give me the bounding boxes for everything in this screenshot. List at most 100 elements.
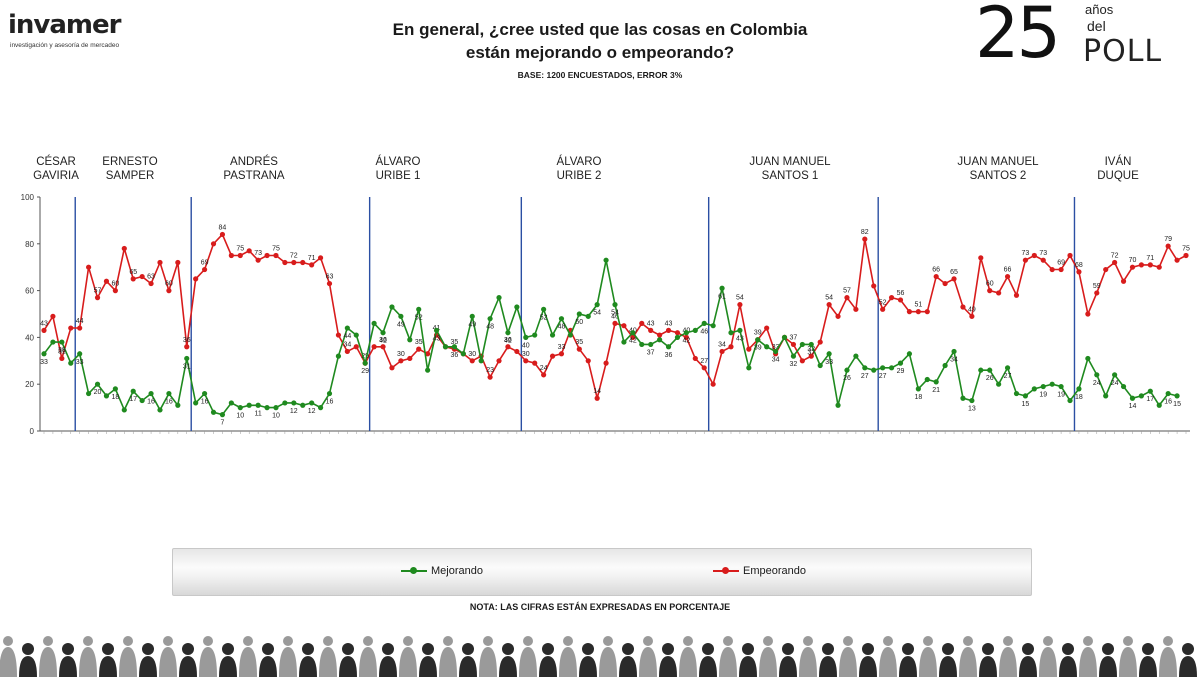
mejorando-data-label: 43	[433, 335, 441, 342]
empeorando-point	[59, 355, 65, 362]
empeorando-point	[148, 280, 154, 287]
empeorando-data-label: 79	[1164, 236, 1172, 243]
mejorando-point	[166, 390, 172, 397]
mejorando-point	[826, 351, 832, 357]
mejorando-data-label: 39	[754, 345, 762, 352]
mejorando-data-label: 16	[165, 399, 173, 406]
empeorando-point	[541, 372, 547, 378]
empeorando-data-label: 43	[665, 320, 673, 327]
mejorando-data-label: 21	[932, 387, 940, 394]
person-silhouette-icon	[519, 636, 537, 677]
empeorando-point	[888, 295, 895, 301]
person-silhouette-icon	[839, 636, 857, 677]
empeorando-point	[683, 334, 689, 340]
mejorando-data-label: 18	[111, 394, 119, 401]
empeorando-point	[300, 259, 306, 266]
legend-item-empeorando: Empeorando	[713, 565, 806, 577]
empeorando-data-label: 32	[807, 346, 815, 353]
mejorando-data-label: 49	[397, 321, 405, 328]
president-label: JUAN MANUEL SANTOS 1	[749, 156, 831, 182]
empeorando-point	[273, 252, 279, 259]
empeorando-point	[130, 276, 136, 282]
y-tick-label: 20	[25, 380, 34, 389]
empeorando-data-label: 39	[754, 330, 762, 337]
mejorando-point	[594, 302, 600, 308]
empeorando-point	[585, 358, 591, 364]
mejorando-point	[380, 330, 386, 336]
empeorando-data-label: 36	[183, 337, 191, 344]
empeorando-point	[1183, 252, 1189, 259]
mejorando-point	[86, 390, 92, 397]
empeorando-data-label: 72	[290, 253, 298, 260]
person-silhouette-icon	[859, 643, 877, 677]
empeorando-point	[416, 346, 422, 352]
empeorando-point	[193, 276, 199, 282]
empeorando-point	[41, 327, 47, 333]
empeorando-point	[612, 320, 618, 326]
mejorando-point	[1040, 383, 1046, 390]
mejorando-point	[148, 390, 154, 397]
empeorando-point	[978, 255, 984, 261]
empeorando-point	[389, 365, 395, 371]
empeorando-point	[951, 276, 957, 282]
empeorando-data-label: 66	[1004, 267, 1012, 274]
empeorando-point	[844, 295, 850, 301]
mejorando-data-label: 61	[718, 293, 726, 300]
mejorando-point	[255, 402, 261, 408]
mejorando-point	[1085, 355, 1091, 362]
empeorando-point	[880, 306, 886, 312]
empeorando-point	[1174, 257, 1180, 263]
mejorando-point	[781, 334, 788, 340]
empeorando-point	[853, 306, 859, 312]
mejorando-point	[639, 341, 645, 348]
person-silhouette-icon	[79, 636, 97, 677]
mejorando-point	[478, 358, 484, 364]
empeorando-point	[1004, 273, 1011, 280]
mejorando-point	[184, 355, 190, 362]
empeorando-point	[166, 288, 172, 294]
mejorando-point	[371, 320, 377, 326]
mejorando-point	[746, 365, 752, 371]
empeorando-point	[737, 302, 743, 308]
empeorando-data-label: 44	[76, 318, 84, 325]
mejorando-point	[549, 332, 556, 338]
empeorando-point	[897, 297, 904, 303]
person-silhouette-icon	[719, 636, 737, 677]
empeorando-point	[326, 280, 333, 287]
person-silhouette-icon	[119, 636, 137, 677]
president-label: ANDRÉS PASTRANA	[223, 156, 285, 182]
empeorando-point	[380, 344, 386, 350]
anniversary-poll: POLL	[1083, 34, 1163, 69]
person-silhouette-icon	[959, 636, 977, 677]
person-silhouette-icon	[179, 643, 197, 677]
empeorando-point	[1022, 257, 1029, 263]
person-silhouette-icon	[139, 643, 157, 677]
person-silhouette-icon	[579, 643, 597, 677]
empeorando-point	[1156, 264, 1162, 270]
mejorando-data-label: 52	[415, 314, 423, 321]
mejorando-point	[844, 367, 850, 373]
empeorando-point	[835, 313, 841, 319]
person-silhouette-icon	[199, 636, 217, 677]
empeorando-data-label: 75	[272, 246, 280, 253]
mejorando-point	[665, 344, 672, 350]
person-silhouette-icon	[1079, 636, 1097, 677]
mejorando-data-label: 42	[682, 338, 690, 345]
mejorando-point	[1156, 402, 1162, 408]
mejorando-point	[897, 360, 904, 366]
empeorando-point	[407, 355, 413, 362]
empeorando-data-label: 68	[1075, 262, 1083, 269]
empeorando-data-label: 71	[1146, 255, 1154, 262]
mejorando-point	[987, 367, 993, 373]
legend-marker-red	[713, 566, 739, 576]
mejorando-data-label: 48	[558, 324, 566, 331]
mejorando-point	[344, 325, 350, 331]
chart-title: En general, ¿cree usted que las cosas en…	[300, 18, 900, 64]
empeorando-point	[103, 278, 110, 284]
person-silhouette-icon	[799, 636, 817, 677]
empeorando-point	[558, 351, 565, 357]
empeorando-point	[1067, 252, 1073, 259]
mejorando-point	[880, 365, 886, 371]
mejorando-point	[906, 351, 913, 357]
mejorando-point	[764, 344, 770, 350]
